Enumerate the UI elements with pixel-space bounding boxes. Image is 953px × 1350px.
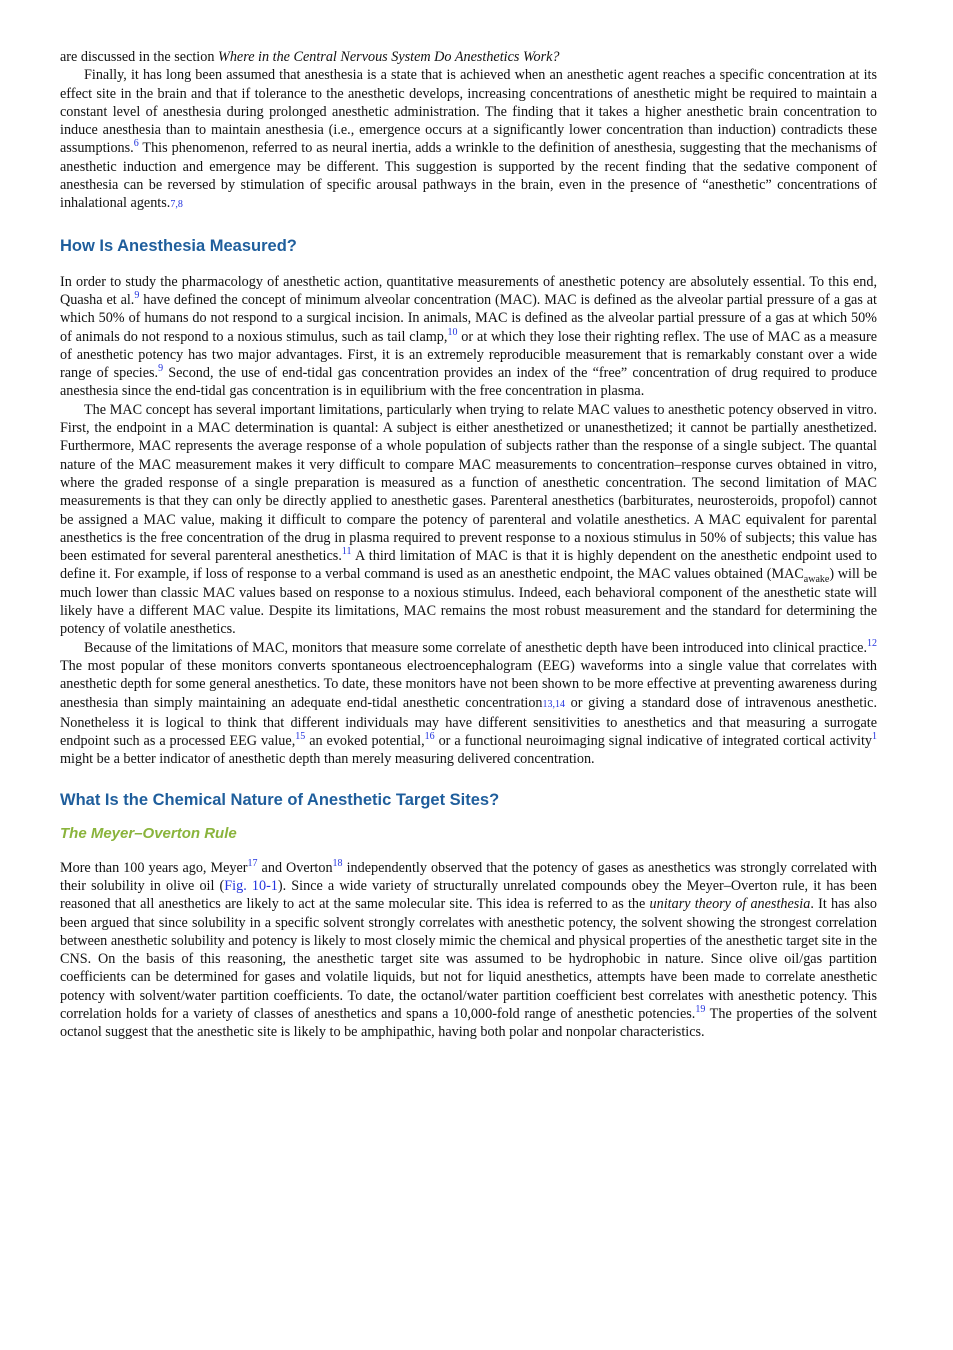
- citation[interactable]: 9: [158, 363, 164, 375]
- text: Finally, it has long been assumed that a…: [60, 67, 877, 157]
- citation[interactable]: 9: [134, 289, 140, 301]
- citation[interactable]: 18: [332, 857, 343, 869]
- paragraph: The MAC concept has several important li…: [60, 401, 877, 639]
- paragraph: In order to study the pharmacology of an…: [60, 273, 877, 401]
- citation[interactable]: 17: [247, 857, 258, 869]
- text: have defined the concept of minimum alve…: [60, 291, 877, 345]
- text: This phenomenon, referred to as neural i…: [60, 140, 877, 212]
- section-heading: How Is Anesthesia Measured?: [60, 236, 297, 255]
- paragraph: More than 100 years ago, Meyer17 and Ove…: [60, 857, 877, 1042]
- italic-text: Where in the Central Nervous System Do A…: [218, 49, 560, 65]
- citation[interactable]: 16: [424, 731, 435, 743]
- text: or a functional neuroimaging signal indi…: [434, 733, 872, 750]
- text: ) will be much lower than classic MAC va…: [60, 566, 877, 638]
- figure-link[interactable]: Fig. 10-1: [224, 877, 278, 894]
- text: and Overton: [257, 859, 333, 876]
- citation[interactable]: 7,8: [170, 199, 183, 211]
- text: In order to study the pharmacology of an…: [60, 273, 877, 308]
- citation[interactable]: 12: [867, 637, 877, 649]
- text: ). Since a wide variety of structurally …: [60, 877, 877, 913]
- citation[interactable]: 1: [872, 731, 877, 743]
- text: . It has also been argued that since sol…: [60, 896, 877, 1023]
- text: Second, the use of end-tidal gas concent…: [60, 365, 877, 400]
- citation[interactable]: 15: [295, 731, 306, 743]
- paragraph: are discussed in the section Where in th…: [60, 48, 877, 66]
- section-heading: What Is the Chemical Nature of Anestheti…: [60, 790, 500, 809]
- text: an evoked potential,: [305, 733, 425, 750]
- citation[interactable]: 19: [695, 1004, 706, 1016]
- text: Because of the limitations of MAC, monit…: [84, 639, 867, 656]
- text: or at which they lose their righting ref…: [60, 328, 877, 382]
- text: are discussed in the section: [60, 49, 218, 65]
- text: The properties of the solvent octanol su…: [60, 1006, 877, 1041]
- subsection-heading: The Meyer–Overton Rule: [60, 824, 237, 842]
- text: A third limitation of MAC is that it is …: [60, 548, 877, 583]
- citation[interactable]: 6: [133, 138, 139, 150]
- citation[interactable]: 10: [447, 326, 458, 338]
- paragraph: Because of the limitations of MAC, monit…: [60, 637, 877, 769]
- text: More than 100 years ago, Meyer: [60, 859, 248, 876]
- paragraph: Finally, it has long been assumed that a…: [60, 66, 877, 214]
- text: The most popular of these monitors conve…: [60, 657, 877, 711]
- citation[interactable]: 11: [341, 546, 352, 558]
- text: might be a better indicator of anestheti…: [60, 751, 595, 768]
- citation[interactable]: 13,14: [542, 698, 566, 710]
- text: independently observed that the potency …: [60, 859, 877, 894]
- subscript: awake: [803, 574, 830, 586]
- italic-text: unitary theory of anesthesia: [649, 896, 811, 913]
- text: The MAC concept has several important li…: [60, 401, 877, 565]
- document: are discussed in the section Where in th…: [60, 48, 877, 1042]
- text: or giving a standard dose of intravenous…: [60, 694, 877, 750]
